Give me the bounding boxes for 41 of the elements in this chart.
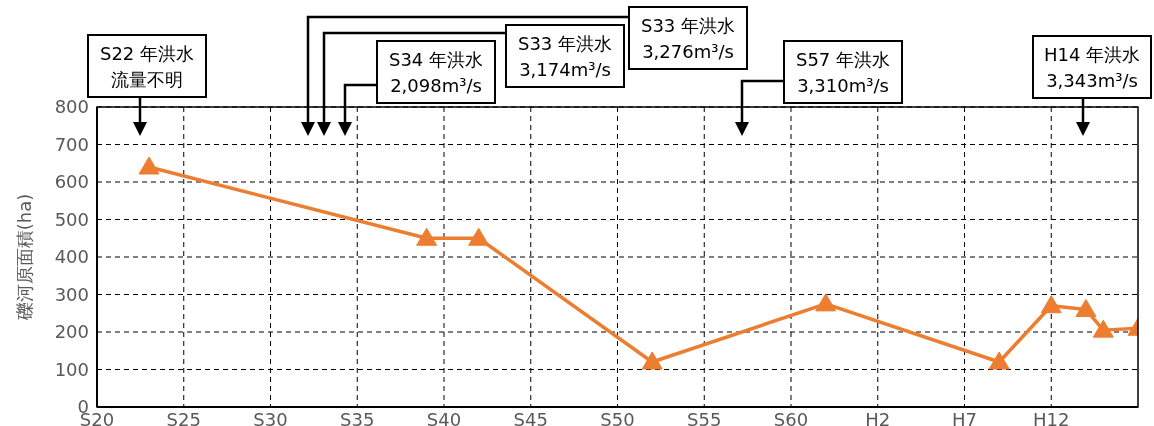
x-tick-label: S50: [600, 408, 635, 426]
text: 3,310m³/s: [797, 75, 889, 96]
y-tick-label: 700: [54, 133, 89, 155]
text: S57 年洪水: [795, 49, 891, 70]
y-tick-label: 400: [54, 246, 89, 268]
y-tick-label: 600: [54, 171, 89, 193]
x-tick-label: S60: [773, 408, 809, 426]
x-tick-label: S35: [340, 408, 375, 426]
x-tick-label: H7: [952, 408, 977, 426]
point: [988, 351, 1010, 370]
y-tick-label: 500: [54, 208, 89, 230]
x-tick-label: S40: [426, 408, 462, 426]
point: [138, 156, 160, 175]
x-tick-label: S55: [687, 408, 722, 426]
point: [468, 227, 490, 246]
x-tick-label: S30: [253, 408, 288, 426]
text: S22 年洪水: [99, 43, 195, 64]
y-axis-title: 礫河原面積(ha): [13, 193, 35, 322]
text: 3,276m³/s: [642, 41, 734, 62]
x-tick-label: S45: [513, 408, 548, 426]
point: [1040, 295, 1062, 314]
point: [416, 227, 438, 246]
y-tick-label: 200: [54, 321, 89, 343]
text: 3,174m³/s: [519, 59, 611, 80]
text: 流量不明: [111, 69, 183, 90]
x-tick-label: H2: [865, 408, 891, 426]
x-tick-label: H12: [1033, 408, 1070, 426]
text: S34 年洪水: [388, 49, 484, 70]
y-tick-label: 800: [54, 96, 89, 118]
text: H14 年洪水: [1043, 44, 1141, 65]
text: 3,343m³/s: [1046, 70, 1138, 91]
point: [815, 293, 837, 312]
text: S33 年洪水: [640, 15, 736, 36]
point: [1075, 299, 1097, 317]
x-tick-label: S25: [166, 408, 201, 426]
text: 2,098m³/s: [390, 75, 482, 96]
text: S33 年洪水: [517, 33, 613, 54]
y-tick-label: 100: [54, 358, 89, 380]
point: [641, 351, 663, 370]
point: [1092, 319, 1114, 338]
y-tick-label: 300: [54, 283, 89, 305]
